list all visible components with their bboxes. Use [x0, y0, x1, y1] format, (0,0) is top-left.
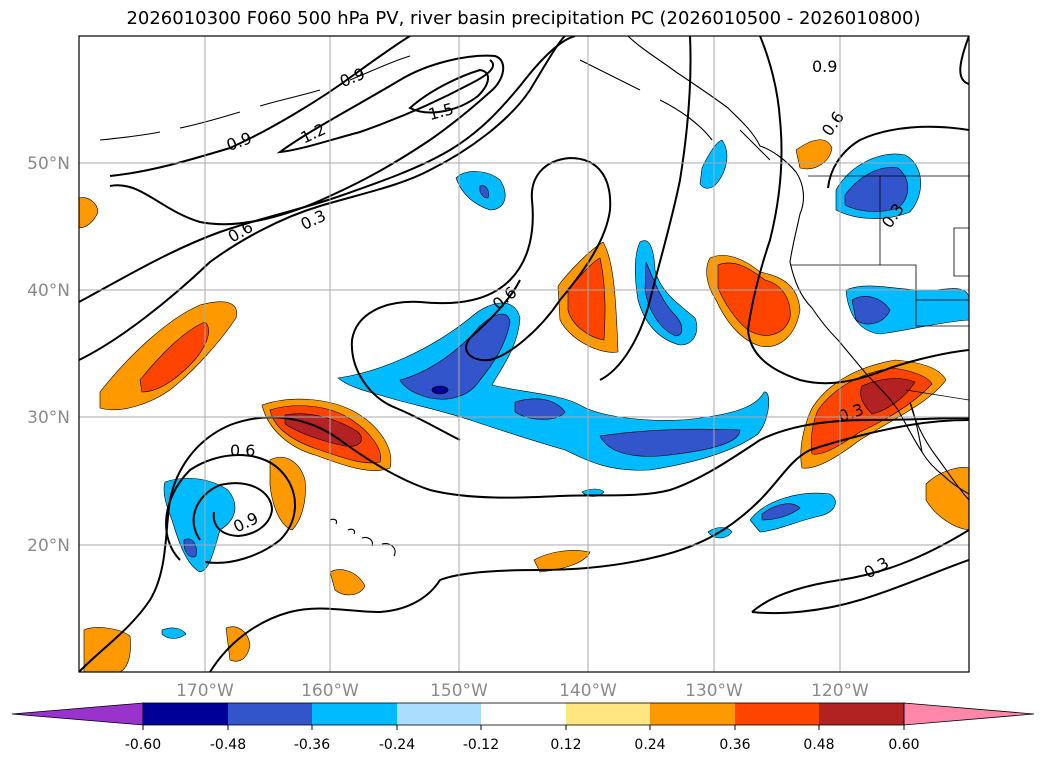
pv-contour: [599, 36, 692, 381]
aleutian-coastline: [99, 55, 411, 141]
north-america-coastline: [627, 36, 969, 495]
colorbar-segment: [143, 703, 228, 725]
pv-contour: [746, 36, 969, 385]
anomaly-strong-negative: [479, 185, 489, 199]
anomaly-strong-negative: [514, 398, 566, 420]
colorbar-tick-label: -0.12: [463, 737, 499, 753]
pv-contour: [192, 482, 274, 541]
pv-contour: [79, 36, 566, 361]
anomaly-positive: [329, 569, 366, 596]
map-title: 2026010300 F060 500 hPa PV, river basin …: [126, 8, 921, 29]
colorbar-tick-label: 0.48: [803, 737, 834, 753]
lon-label: 170°W: [176, 681, 234, 701]
colorbar-tick-label: -0.24: [379, 737, 415, 753]
anomaly-strong-negative: [844, 167, 909, 212]
us-mexico-border: [905, 389, 969, 401]
precip-anomaly-shading: [79, 139, 969, 672]
anomaly-strong-positive: [139, 321, 209, 393]
anomaly-strong-negative: [761, 503, 801, 521]
lon-label: 120°W: [811, 681, 869, 701]
colorbar-segment: [819, 703, 904, 725]
gridlines: [79, 36, 969, 672]
contour-label: 0.9: [812, 57, 837, 76]
colorbar-frame: [142, 702, 905, 726]
latitude-labels: 50°N 40°N 30°N 20°N: [27, 154, 70, 556]
pv-contour: [751, 559, 969, 615]
lat-label: 40°N: [27, 281, 70, 301]
pv-contour: [109, 36, 411, 177]
colorbar-tick-label: -0.36: [294, 737, 330, 753]
colorbar-segment: [481, 703, 566, 725]
contour-label: 0.6: [230, 441, 255, 460]
colorbar-ticks: [142, 725, 905, 730]
colorbar-segment: [566, 703, 650, 725]
anomaly-strong-negative: [851, 296, 891, 325]
lon-label: 150°W: [430, 681, 488, 701]
colorbar-segment: [312, 703, 397, 725]
lon-label: 160°W: [301, 681, 359, 701]
lat-label: 20°N: [27, 536, 70, 556]
alaska-panhandle-coastline: [579, 59, 771, 161]
lon-label: 140°W: [559, 681, 617, 701]
colorbar-segment: [228, 703, 312, 725]
pv-contour: [79, 36, 576, 303]
colorbar-tick-label: 0.24: [634, 737, 665, 753]
baja-california-coastline: [909, 401, 969, 501]
colorbar-tick-label: -0.60: [125, 737, 161, 753]
pv-contour: [165, 454, 296, 564]
anomaly-strong-negative: [644, 261, 683, 337]
pv-contour: [109, 54, 505, 226]
anomaly-strong-negative: [183, 538, 197, 558]
pv-contours: [79, 36, 969, 672]
anomaly-positive: [795, 139, 833, 170]
map-plot-area: 0.9 1.2 1.5 0.9 0.6 0.3 0.6 0.6 0.6 0.9 …: [79, 36, 969, 672]
anomaly-strong-negative: [599, 428, 741, 457]
colorbar-tick-label: 0.36: [719, 737, 750, 753]
colorbar-segment: [735, 703, 819, 725]
anomaly-negative: [634, 240, 698, 346]
coastlines: [99, 36, 969, 557]
lat-label: 30°N: [27, 408, 70, 428]
lat-label: 50°N: [27, 154, 70, 174]
colorbar-segment: [397, 703, 481, 725]
anomaly-positive: [269, 456, 306, 531]
anomaly-positive: [79, 197, 99, 229]
anomaly-negative: [161, 627, 187, 639]
pv-contour: [827, 125, 969, 189]
pv-contour: [959, 36, 969, 85]
colorbar: -0.60 -0.48 -0.36 -0.24 -0.12 0.12 0.24 …: [11, 702, 1035, 753]
hawaii-islands: [329, 518, 396, 557]
colorbar-tick-label: 0.12: [550, 737, 581, 753]
map-frame: [78, 35, 970, 673]
pv-contour: [350, 156, 612, 441]
lon-label: 130°W: [685, 681, 743, 701]
colorbar-extend-low: [11, 702, 144, 726]
colorbar-tick-label: 0.60: [888, 737, 919, 753]
anomaly-strong-negative: [399, 313, 511, 400]
longitude-labels: 170°W 160°W 150°W 140°W 130°W 120°W: [176, 681, 869, 701]
colorbar-extend-high: [903, 702, 1035, 726]
colorbar-tick-label: -0.48: [210, 737, 246, 753]
anomaly-negative-band: [337, 302, 770, 471]
colorbar-segment: [650, 703, 735, 725]
anomaly-darkest-negative: [431, 385, 449, 395]
anomaly-positive: [83, 627, 131, 672]
pv-contour: [408, 68, 489, 114]
pv-contour: [209, 419, 969, 672]
